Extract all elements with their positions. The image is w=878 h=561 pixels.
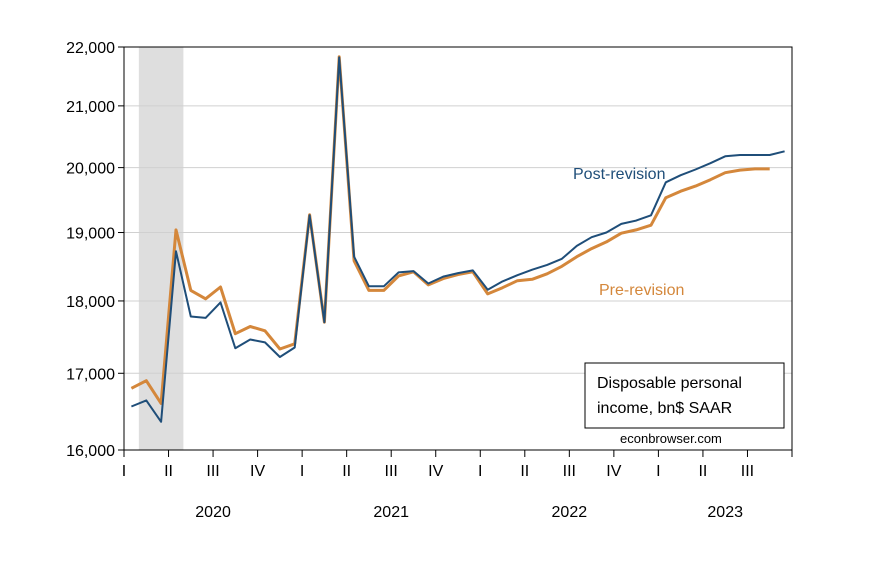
annotation-line-2: income, bn$ SAAR	[597, 400, 732, 417]
year-label: 2020	[195, 504, 231, 521]
y-tick-label: 17,000	[66, 366, 115, 383]
y-tick-label: 16,000	[66, 443, 115, 460]
y-tick-label: 21,000	[66, 99, 115, 116]
pre-revision-label: Pre-revision	[599, 282, 684, 299]
x-tick-label: II	[520, 463, 529, 480]
x-tick-label: II	[698, 463, 707, 480]
series-lines	[130, 55, 785, 423]
x-tick-label: IV	[606, 463, 621, 480]
x-tick-label: II	[164, 463, 173, 480]
pre-revision-line	[130, 55, 770, 405]
year-label: 2023	[707, 504, 743, 521]
x-tick-label: II	[342, 463, 351, 480]
x-tick-label: I	[656, 463, 660, 480]
y-tick-label: 19,000	[66, 226, 115, 243]
annotation-line-1: Disposable personal	[597, 375, 742, 392]
x-tick-label: IV	[428, 463, 443, 480]
annotation-box: Disposable personal income, bn$ SAAR	[584, 362, 785, 429]
year-label: 2021	[373, 504, 409, 521]
x-tick-label: I	[478, 463, 482, 480]
x-tick-label: III	[385, 463, 398, 480]
post-revision-line	[131, 56, 785, 423]
source-credit: econbrowser.com	[620, 431, 722, 446]
y-tick-label: 18,000	[66, 294, 115, 311]
y-tick-label: 22,000	[66, 40, 115, 57]
x-tick-label: III	[206, 463, 219, 480]
x-tick-label: IV	[250, 463, 265, 480]
y-tick-label: 20,000	[66, 161, 115, 178]
y-axis-ticks: 16,000 17,000 18,000 19,000 20,000 21,000 22,0…	[66, 40, 124, 460]
x-axis-ticks: I II III IV I II III IV I II III IV I II III	[122, 450, 793, 480]
x-tick-label: I	[300, 463, 304, 480]
x-tick-label: I	[122, 463, 126, 480]
x-tick-label: III	[741, 463, 754, 480]
year-labels: 2020 2021 2022 2023	[195, 504, 743, 521]
post-revision-label: Post-revision	[573, 166, 665, 183]
year-label: 2022	[552, 504, 588, 521]
plot-frame	[123, 46, 793, 451]
x-tick-label: III	[563, 463, 576, 480]
